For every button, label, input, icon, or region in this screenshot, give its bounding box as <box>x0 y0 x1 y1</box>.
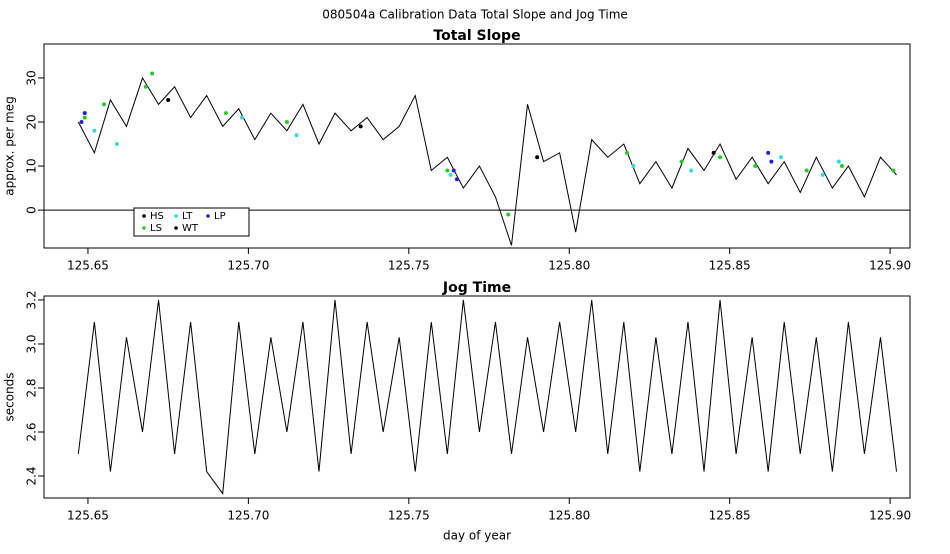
legend-label: LP <box>214 211 226 222</box>
x-tick-label: 125.70 <box>227 509 269 523</box>
series-line <box>77 76 897 246</box>
x-tick-label: 125.80 <box>548 259 590 273</box>
legend-label: WT <box>182 223 199 234</box>
data-point <box>454 177 459 182</box>
data-point <box>820 172 825 177</box>
data-point <box>82 115 87 120</box>
legend-label: LS <box>150 223 162 234</box>
data-point <box>451 168 456 173</box>
data-point <box>506 212 511 217</box>
y-axis-label: approx. per meg <box>3 96 17 195</box>
data-point <box>631 164 636 169</box>
data-point <box>358 124 363 129</box>
x-tick-label: 125.70 <box>227 259 269 273</box>
data-point <box>239 115 244 120</box>
data-point <box>804 168 809 173</box>
y-tick-label: 20 <box>25 114 39 129</box>
data-point <box>143 84 148 89</box>
x-tick-label: 125.80 <box>548 509 590 523</box>
data-point <box>92 128 97 133</box>
x-tick-label: 125.75 <box>388 259 430 273</box>
x-axis-label: day of year <box>443 529 511 543</box>
data-point <box>836 159 841 164</box>
data-point <box>448 172 453 177</box>
panel-title: Jog Time <box>442 280 511 296</box>
series-line <box>77 299 898 495</box>
legend-marker <box>142 214 146 218</box>
x-tick-label: 125.90 <box>869 259 911 273</box>
y-tick-label: 2.4 <box>25 466 39 485</box>
x-tick-label: 125.65 <box>67 509 109 523</box>
plot-frame <box>43 43 911 249</box>
panel-title: Total Slope <box>433 28 520 44</box>
data-point <box>625 150 630 155</box>
y-tick-label: 3.0 <box>25 334 39 353</box>
data-point <box>294 133 299 138</box>
data-point <box>679 159 684 164</box>
y-axis-label: seconds <box>3 372 17 421</box>
x-tick-label: 125.90 <box>869 509 911 523</box>
legend-label: HS <box>150 211 164 222</box>
data-point <box>753 164 758 169</box>
y-tick-label: 2.6 <box>25 422 39 441</box>
data-point <box>766 150 771 155</box>
data-point <box>82 111 87 116</box>
data-point <box>779 155 784 160</box>
plot-frame <box>43 295 911 499</box>
data-point <box>689 168 694 173</box>
data-point <box>114 142 119 147</box>
legend-marker <box>206 214 210 218</box>
legend-label: LT <box>182 211 193 222</box>
legend-marker <box>174 226 178 230</box>
data-point <box>445 168 450 173</box>
y-tick-label: 3.2 <box>25 290 39 309</box>
data-point <box>718 155 723 160</box>
data-point <box>79 119 84 124</box>
legend-marker <box>142 226 146 230</box>
data-point <box>223 111 228 116</box>
data-point <box>891 168 896 173</box>
data-point <box>166 97 171 102</box>
y-tick-label: 2.8 <box>25 378 39 397</box>
data-point <box>102 102 107 107</box>
y-tick-label: 30 <box>25 70 39 85</box>
data-point <box>839 164 844 169</box>
page-title: 080504a Calibration Data Total Slope and… <box>322 8 628 22</box>
y-tick-label: 10 <box>25 158 39 173</box>
data-point <box>150 71 155 76</box>
data-point <box>284 119 289 124</box>
legend-marker <box>174 214 178 218</box>
data-point <box>711 150 716 155</box>
data-point <box>535 155 540 160</box>
y-tick-label: 0 <box>25 206 39 214</box>
x-tick-label: 125.65 <box>67 259 109 273</box>
x-tick-label: 125.75 <box>388 509 430 523</box>
legend-box <box>133 207 250 237</box>
x-tick-label: 125.85 <box>709 509 751 523</box>
data-point <box>769 159 774 164</box>
x-tick-label: 125.85 <box>709 259 751 273</box>
